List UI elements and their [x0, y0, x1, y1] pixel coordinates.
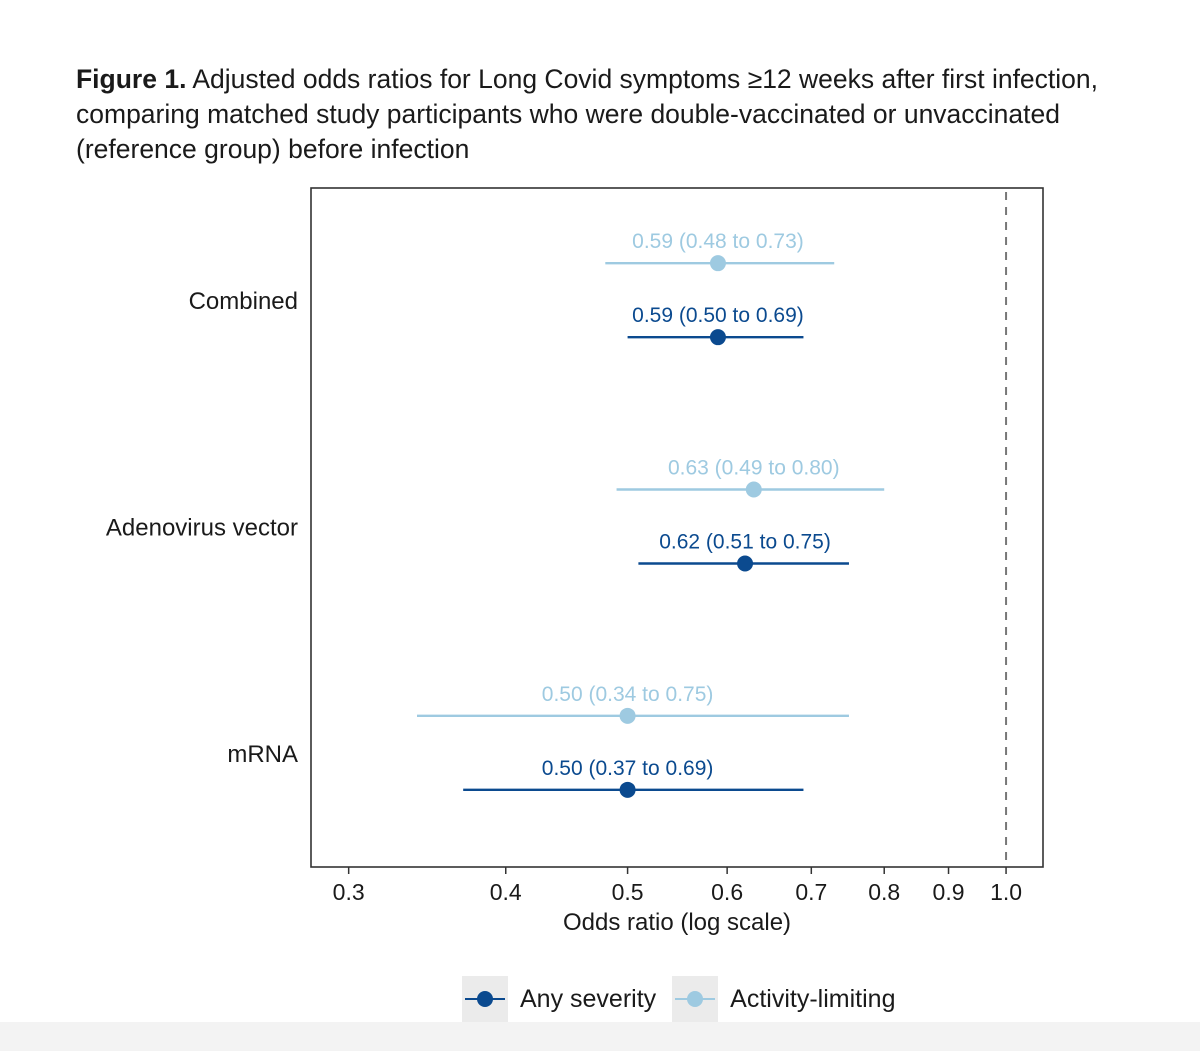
- figure-caption-text: Adjusted odds ratios for Long Covid symp…: [76, 64, 1099, 164]
- legend-item-any-severity: Any severity: [462, 976, 672, 1022]
- x-tick-label: 0.7: [795, 879, 827, 905]
- data-label: 0.50 (0.37 to 0.69): [542, 757, 714, 780]
- point-estimate: [737, 555, 754, 572]
- x-tick-label: 0.6: [711, 879, 743, 905]
- category-label-adenovirus-vector: Adenovirus vector: [106, 515, 298, 542]
- point-estimate: [709, 329, 726, 346]
- x-tick-label: 1.0: [990, 879, 1022, 905]
- legend-key-activity-limiting: [672, 976, 719, 1022]
- data-label: 0.62 (0.51 to 0.75): [659, 531, 831, 554]
- x-tick-label: 0.9: [933, 879, 965, 905]
- legend-key-any-severity: [462, 976, 508, 1022]
- x-tick-label: 0.3: [333, 879, 365, 905]
- data-label: 0.63 (0.49 to 0.80): [668, 457, 840, 480]
- x-tick-label: 0.5: [612, 879, 644, 905]
- point-estimate: [619, 781, 636, 798]
- point-estimate: [745, 481, 762, 498]
- legend-item-activity-limiting: Activity-limiting: [672, 976, 911, 1022]
- figure-label: Figure 1.: [76, 64, 187, 94]
- page-footer-bar: [0, 1022, 1200, 1051]
- legend: Any severity Activity-limiting: [462, 976, 911, 1022]
- data-label: 0.59 (0.48 to 0.73): [632, 230, 804, 253]
- x-tick-label: 0.8: [868, 879, 900, 905]
- category-label-mrna: mRNA: [227, 741, 298, 768]
- legend-label-any-severity: Any severity: [520, 984, 657, 1013]
- legend-label-activity-limiting: Activity-limiting: [730, 984, 896, 1013]
- category-label-combined: Combined: [189, 288, 298, 315]
- plot-panel-frame: [310, 187, 1044, 868]
- point-estimate: [709, 255, 726, 272]
- x-axis-title: Odds ratio (log scale): [563, 909, 791, 936]
- x-tick-label: 0.4: [490, 879, 522, 905]
- data-label: 0.59 (0.50 to 0.69): [632, 304, 804, 327]
- point-estimate: [619, 707, 636, 724]
- figure-caption: Figure 1. Adjusted odds ratios for Long …: [76, 62, 1176, 167]
- data-label: 0.50 (0.34 to 0.75): [542, 683, 714, 706]
